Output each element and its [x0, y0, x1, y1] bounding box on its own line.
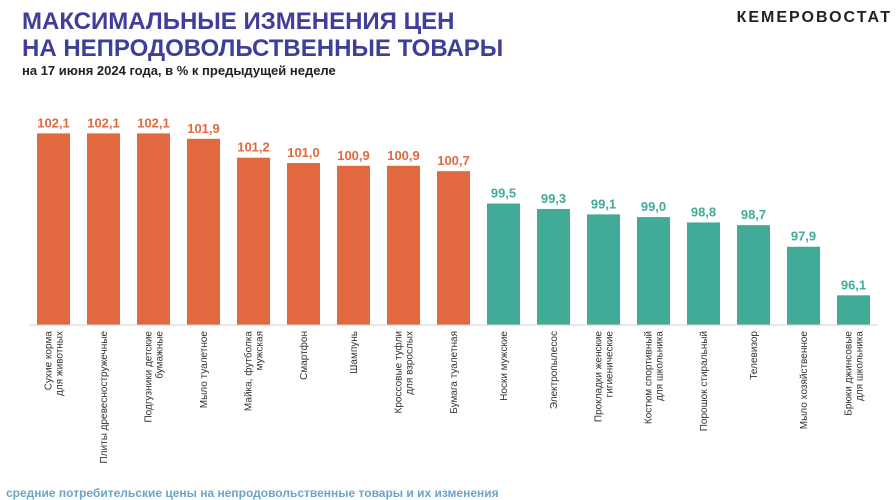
title-line-2: НА НЕПРОДОВОЛЬСТВЕННЫЕ ТОВАРЫ	[22, 35, 504, 62]
bar-12	[587, 214, 620, 325]
bars-group	[37, 133, 870, 325]
value-label-13: 99,0	[641, 199, 666, 214]
category-label-13: Костюм спортивныйдля школьника	[644, 331, 666, 425]
bar-8	[387, 165, 420, 325]
value-label-9: 100,7	[437, 153, 470, 168]
category-label-4: Мыло туалетное	[199, 331, 210, 409]
bar-6	[287, 163, 320, 325]
kemerovostat-logo: КЕМЕРОВОСТАТ	[736, 9, 892, 26]
bar-15	[737, 225, 770, 325]
bar-11	[537, 208, 570, 325]
value-label-17: 96,1	[841, 277, 866, 292]
category-label-2: Плиты древесностружечные	[99, 331, 110, 464]
category-label-16: Мыло хозяйственное	[799, 331, 810, 430]
category-label-1: Сухие кормадля животных	[44, 331, 66, 396]
category-label-17: Брюки джинсовыедля школьника	[844, 331, 866, 416]
value-label-2: 102,1	[87, 115, 120, 130]
bar-chart: 102,1 102,1 102,1 101,9 101,2 101,0 100,9 100,9…	[29, 115, 878, 464]
page-subtitle: на 17 июня 2024 года, в % к предыдущей н…	[22, 63, 336, 78]
value-labels-group: 102,1 102,1 102,1 101,9 101,2 101,0 100,9 100,9…	[37, 115, 866, 292]
category-label-15: Телевизор	[749, 331, 760, 380]
category-label-10: Носки мужские	[499, 331, 510, 401]
category-label-12: Прокладки женскиегигиенические	[594, 331, 616, 423]
category-label-3: Подгузники детскиебумажные	[144, 331, 166, 423]
category-labels-group: Сухие кормадля животных Плиты древесностр…	[44, 331, 866, 464]
value-label-10: 99,5	[491, 186, 516, 201]
category-label-6: Смартфон	[298, 331, 310, 380]
bar-5	[237, 157, 270, 325]
value-label-16: 97,9	[791, 229, 816, 244]
bar-9	[437, 171, 470, 325]
bar-3	[137, 133, 170, 325]
bar-1	[37, 133, 70, 325]
value-label-11: 99,3	[541, 191, 566, 206]
bar-2	[87, 133, 120, 325]
value-label-15: 98,7	[741, 207, 766, 222]
category-label-5: Майка, футболкамужская	[243, 331, 266, 411]
value-label-1: 102,1	[37, 115, 70, 130]
value-label-12: 99,1	[591, 196, 616, 211]
category-label-11: Электропылесос	[549, 331, 560, 409]
bar-14	[687, 222, 720, 325]
value-label-4: 101,9	[187, 121, 220, 136]
category-label-7: Шампунь	[349, 331, 360, 374]
value-label-3: 102,1	[137, 115, 170, 130]
bar-17	[837, 295, 870, 325]
bar-4	[187, 138, 220, 325]
category-label-9: Бумага туалетная	[449, 331, 460, 414]
category-label-8: Кроссовые туфлидля взрослых	[393, 331, 416, 413]
bar-10	[487, 203, 520, 325]
value-label-7: 100,9	[337, 148, 370, 163]
bar-7	[337, 165, 370, 325]
title-line-1: МАКСИМАЛЬНЫЕ ИЗМЕНЕНИЯ ЦЕН	[22, 8, 455, 35]
value-label-14: 98,8	[691, 204, 716, 219]
bar-13	[637, 217, 670, 325]
footer-note: средние потребительские цены на непродов…	[6, 486, 499, 500]
value-label-6: 101,0	[287, 145, 320, 160]
value-label-5: 101,2	[237, 140, 270, 155]
category-label-14: Порошок стиральный	[699, 331, 710, 431]
value-label-8: 100,9	[387, 148, 420, 163]
page-title: МАКСИМАЛЬНЫЕ ИЗМЕНЕНИЯ ЦЕН НА НЕПРОДОВОЛ…	[22, 8, 503, 62]
bar-16	[787, 246, 820, 325]
